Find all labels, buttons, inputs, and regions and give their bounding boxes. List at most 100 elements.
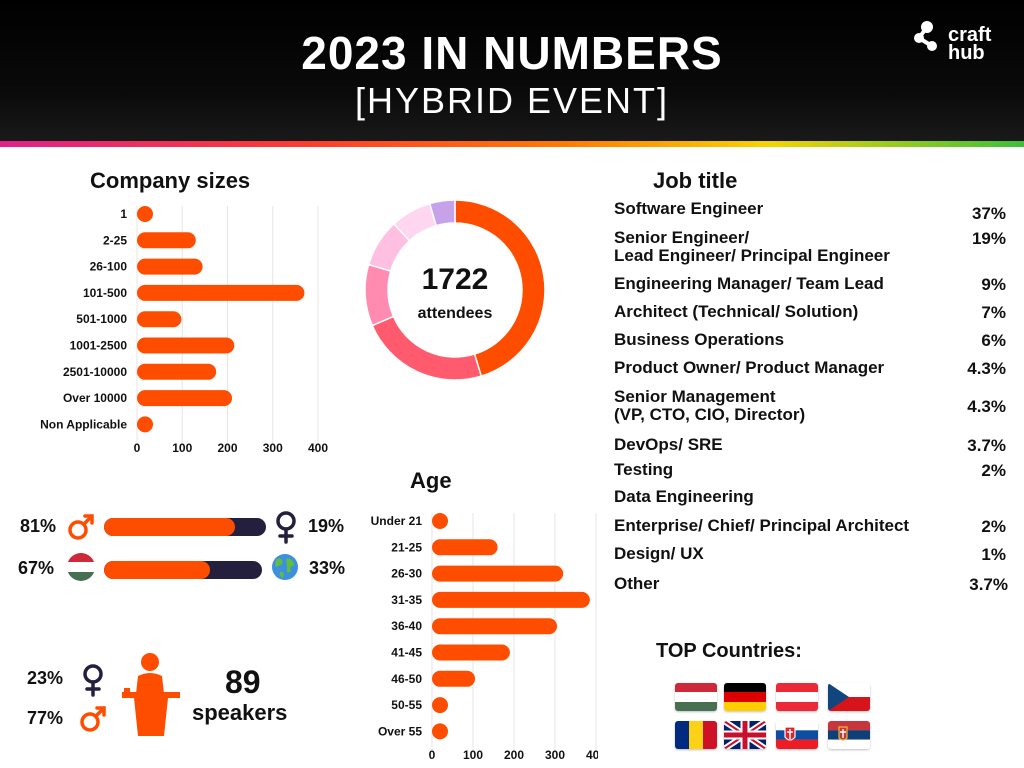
company-sizes-category-label: Over 10000 [63, 391, 127, 405]
flag-slovakia [776, 721, 818, 749]
age-title: Age [410, 468, 452, 493]
age-bar [432, 539, 498, 556]
job-title-row: Senior Management (VP, CTO, CIO, Directo… [614, 388, 1006, 428]
header-banner [0, 0, 1024, 143]
donut-segment [428, 199, 456, 227]
company-sizes-tick-label: 400 [308, 441, 328, 455]
job-title-percent: 4.3% [967, 397, 1006, 416]
speakers-number: 89 [225, 664, 261, 700]
age-chart: 0 100 200 300 400 Under 21 21-25 26-30 31-35 36-4… [371, 513, 598, 762]
age-category-label: 26-30 [391, 567, 422, 581]
job-title-name: Senior Management (VP, CTO, CIO, Directo… [614, 387, 806, 424]
company-sizes-category-label: 26-100 [90, 260, 128, 274]
attendees-label: attendees [417, 305, 493, 322]
logo-text-craft: craft [948, 24, 992, 46]
age-tick-label: 0 [429, 748, 436, 762]
job-title-name: Engineering Manager/ Team Lead [614, 274, 884, 293]
job-title-row: Design/ UX 1% [614, 545, 1006, 585]
flag-austria [776, 683, 818, 711]
male-percent: 81% [20, 516, 57, 536]
speakers-label: speakers [192, 700, 288, 725]
attendees-number: 1722 [421, 263, 489, 296]
globe-icon [272, 554, 298, 580]
age-category-label: 36-40 [391, 619, 422, 633]
company-sizes-bar [137, 232, 196, 249]
age-category-label: Under 21 [371, 514, 423, 528]
job-title-name: Business Operations [614, 330, 785, 349]
job-title-name: Data Engineering [614, 487, 754, 506]
male-symbol-icon [68, 514, 94, 540]
job-title-percent: 3.7% [969, 575, 1008, 594]
age-bar [432, 565, 564, 582]
age-category-label: 21-25 [391, 540, 422, 554]
age-bar [432, 670, 476, 687]
age-bar [432, 723, 448, 740]
job-title-name: Product Owner/ Product Manager [614, 358, 885, 377]
job-title-row: Enterprise/ Chief/ Principal Architect 2% [614, 517, 1006, 557]
job-title-name: Enterprise/ Chief/ Principal Architect [614, 516, 910, 535]
job-title-name: Software Engineer [614, 199, 764, 218]
job-title-percent: 4.3% [967, 359, 1006, 378]
age-tick-label: 400 [586, 748, 598, 762]
company-sizes-bar [137, 258, 203, 275]
age-bar [432, 644, 510, 661]
age-bar [432, 591, 590, 608]
job-title-row: Business Operations 6% [614, 331, 1006, 371]
logo-text: craft hub [948, 24, 992, 64]
header-gradient-stripe [0, 141, 1024, 147]
company-sizes-tick-label: 200 [217, 441, 237, 455]
gender-bar-fill [104, 518, 236, 536]
female-symbol-icon [276, 511, 296, 544]
hungary-flag-icon [67, 553, 95, 581]
job-title-row: Software Engineer 37% [614, 200, 1006, 240]
world-percent: 33% [309, 558, 346, 578]
job-title-row: Testing 2% [614, 461, 1006, 501]
job-title-name: Other [614, 574, 660, 593]
company-sizes-bar [137, 416, 153, 433]
job-title-percent: 6% [981, 331, 1006, 350]
company-sizes-tick-label: 300 [263, 441, 283, 455]
speakers-male-percent: 77% [27, 708, 64, 728]
job-title-percent: 19% [971, 229, 1006, 248]
job-title-name: Architect (Technical/ Solution) [614, 302, 859, 321]
top-countries-title: TOP Countries: [656, 640, 802, 662]
company-sizes-bar [137, 284, 305, 301]
company-sizes-tick-label: 100 [172, 441, 192, 455]
hungary-percent: 67% [18, 558, 55, 578]
flag-czech-republic [828, 683, 870, 711]
company-sizes-bar [137, 206, 153, 222]
age-tick-label: 100 [463, 748, 483, 762]
flag-germany [724, 683, 766, 711]
company-sizes-bar [137, 337, 235, 354]
job-title-percent: 37% [971, 204, 1006, 223]
age-category-label: 31-35 [391, 593, 422, 607]
age-category-label: 46-50 [391, 672, 422, 686]
company-sizes-bar [137, 390, 233, 407]
page-subtitle: [HYBRID EVENT] [354, 80, 670, 121]
page-title: 2023 IN NUMBERS [301, 27, 723, 79]
attendees-donut-chart [364, 199, 546, 381]
job-title-percent: 9% [981, 275, 1006, 294]
job-title-row: Senior Engineer/ Lead Engineer/ Principa… [614, 229, 1006, 269]
speaker-podium-icon [122, 653, 180, 736]
job-title-row: Other 3.7% [614, 574, 1008, 615]
flag-serbia [828, 721, 870, 749]
age-category-label: 41-45 [391, 646, 422, 660]
donut-segment [371, 315, 483, 381]
logo-text-hub: hub [948, 42, 985, 64]
female-percent: 19% [308, 516, 345, 536]
age-tick-label: 300 [545, 748, 565, 762]
company-sizes-category-label: 1001-2500 [70, 339, 128, 353]
company-sizes-category-label: 2-25 [103, 233, 127, 247]
company-sizes-bar [137, 311, 182, 328]
company-sizes-category-label: 501-1000 [76, 312, 127, 326]
job-title-percent: 3.7% [967, 436, 1006, 455]
company-sizes-title: Company sizes [90, 168, 251, 193]
age-bar [432, 513, 448, 529]
job-title-row: DevOps/ SRE 3.7% [614, 436, 1006, 476]
age-category-label: 50-55 [391, 698, 422, 712]
company-sizes-chart: 0 100 200 300 400 1 2-25 26-100 101-500 501-1000 1… [40, 206, 328, 455]
job-title-row: Product Owner/ Product Manager 4.3% [614, 359, 1006, 399]
company-sizes-category-label: Non Applicable [40, 417, 127, 431]
speakers-male-icon [80, 706, 106, 732]
